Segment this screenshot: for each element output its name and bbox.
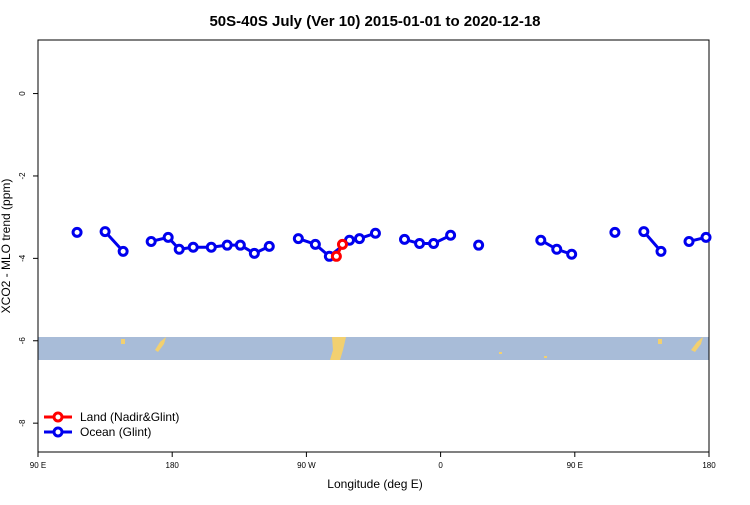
data-point bbox=[292, 233, 304, 245]
data-point bbox=[399, 233, 411, 245]
x-axis-label: Longitude (deg E) bbox=[327, 477, 422, 491]
data-point bbox=[205, 241, 217, 253]
data-point bbox=[309, 238, 321, 250]
data-point bbox=[414, 238, 426, 250]
legend-label: Ocean (Glint) bbox=[80, 425, 151, 439]
y-tick-label: 0 bbox=[18, 91, 27, 96]
legend-marker bbox=[52, 411, 64, 423]
y-tick-label: -4 bbox=[18, 254, 27, 262]
data-point bbox=[117, 245, 129, 257]
x-tick-label: 90 W bbox=[297, 461, 316, 470]
data-point bbox=[145, 235, 157, 247]
data-point bbox=[248, 247, 260, 259]
data-point bbox=[330, 250, 342, 262]
x-tick-label: 90 E bbox=[30, 461, 46, 470]
data-point bbox=[683, 235, 695, 247]
data-point bbox=[336, 238, 348, 250]
data-point bbox=[566, 248, 578, 260]
y-tick-label: -6 bbox=[18, 337, 27, 345]
y-tick-label: -8 bbox=[18, 419, 27, 427]
data-point bbox=[655, 245, 667, 257]
data-point bbox=[234, 239, 246, 251]
legend-marker bbox=[52, 426, 64, 438]
data-point bbox=[609, 226, 621, 238]
data-point bbox=[473, 239, 485, 251]
plot-frame bbox=[37, 39, 710, 453]
data-point bbox=[187, 241, 199, 253]
data-point bbox=[369, 227, 381, 239]
x-tick-label: 180 bbox=[166, 461, 180, 470]
data-point bbox=[173, 243, 185, 255]
legend-label: Land (Nadir&Glint) bbox=[80, 410, 179, 424]
chart-title: 50S-40S July (Ver 10) 2015-01-01 to 2020… bbox=[209, 13, 540, 30]
x-tick-label: 0 bbox=[438, 461, 443, 470]
data-point bbox=[535, 234, 547, 246]
data-point bbox=[71, 226, 83, 238]
y-tick-label: -2 bbox=[18, 172, 27, 180]
data-point bbox=[638, 226, 650, 238]
data-point bbox=[162, 231, 174, 243]
data-point bbox=[221, 239, 233, 251]
y-axis-label: XCO2 - MLO trend (ppm) bbox=[0, 179, 13, 314]
land-mask-shapes bbox=[121, 337, 703, 360]
data-point bbox=[551, 243, 563, 255]
data-point bbox=[263, 240, 275, 252]
data-point bbox=[700, 231, 712, 243]
x-tick-label: 180 bbox=[702, 461, 716, 470]
x-tick-label: 90 E bbox=[567, 461, 583, 470]
data-point bbox=[445, 229, 457, 241]
data-point bbox=[353, 233, 365, 245]
data-point bbox=[428, 238, 440, 250]
data-point bbox=[99, 226, 111, 238]
land-mask-band bbox=[38, 337, 709, 360]
